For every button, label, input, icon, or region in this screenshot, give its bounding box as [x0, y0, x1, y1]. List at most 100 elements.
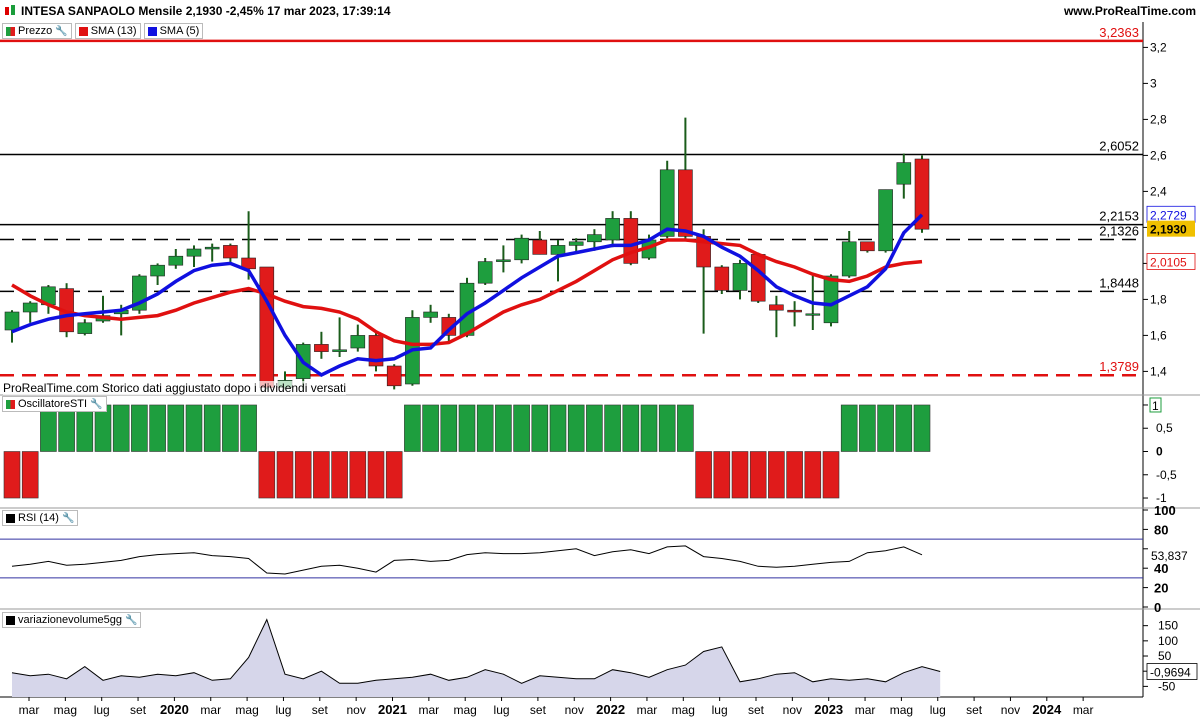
legend-volume[interactable]: variazionevolume5gg 🔧: [2, 612, 142, 628]
price-tick-label: 3,2: [1150, 40, 1167, 54]
volume-legend: variazionevolume5gg 🔧: [2, 612, 142, 628]
oscillator-swatch-icon: [6, 399, 15, 409]
candle-body: [22, 302, 38, 313]
oscillator-bar: [840, 404, 858, 452]
osc-last-badge: [1149, 397, 1162, 413]
legend-volume-label: variazionevolume5gg: [18, 614, 122, 626]
price-tick-label: 3: [1150, 76, 1157, 90]
oscillator-bar: [895, 404, 913, 452]
oscillator-bar: [440, 404, 458, 452]
wrench-icon[interactable]: 🔧: [124, 614, 138, 626]
oscillator-bar: [567, 404, 585, 452]
wrench-icon[interactable]: 🔧: [61, 512, 75, 524]
oscillator-bar: [822, 451, 840, 499]
candle-body: [623, 218, 639, 264]
sma5-swatch-icon: [147, 26, 157, 36]
candle-body: [223, 245, 238, 259]
oscillator-bar: [731, 451, 749, 499]
price-badge-label: 2,0105: [1150, 256, 1187, 270]
osc-tick-label: -0,5: [1156, 468, 1177, 482]
legend-oscillator[interactable]: OscillatoreSTI 🔧: [2, 396, 107, 412]
rsi-tick-label: 100: [1154, 503, 1176, 518]
x-tick-label: set: [530, 703, 547, 717]
x-tick-label: lug: [494, 703, 510, 717]
x-tick-label: mar: [200, 703, 221, 717]
website-link[interactable]: www.ProRealTime.com: [1063, 4, 1196, 18]
price-tick-label: 2,8: [1150, 112, 1167, 126]
osc-tick-label: 1: [1152, 399, 1159, 413]
data-adjustment-note: ProRealTime.com Storico dati aggiustato …: [3, 381, 347, 395]
x-tick-label: set: [312, 703, 329, 717]
price-tick-label: 1,4: [1150, 364, 1167, 378]
oscillator-bar: [531, 404, 549, 452]
candle-body: [477, 261, 493, 284]
x-tick-label: mag: [890, 703, 913, 717]
oscillator-bar: [112, 404, 130, 452]
rsi-last-label: 53,837: [1151, 549, 1188, 563]
x-tick-label: lug: [275, 703, 291, 717]
x-tick-label: mag: [235, 703, 258, 717]
x-tick-label: mag: [454, 703, 477, 717]
legend-sma13-label: SMA (13): [90, 25, 137, 37]
candle-body: [423, 311, 438, 318]
candle-body: [350, 335, 366, 349]
candle-body: [4, 311, 20, 331]
legend-rsi[interactable]: RSI (14) 🔧: [2, 510, 79, 526]
volume-swatch-icon: [6, 615, 15, 625]
rsi-tick-label: 20: [1154, 581, 1168, 596]
price-panel: 1,41,61,822,22,42,62,833,23,23632,60522,…: [0, 25, 1196, 390]
x-tick-label: set: [130, 703, 147, 717]
candle-body: [823, 275, 839, 324]
candle-body: [878, 189, 893, 252]
oscillator-bar: [604, 404, 621, 452]
candle-body: [550, 245, 566, 255]
wrench-icon[interactable]: 🔧: [90, 398, 103, 410]
oscillator-bar: [713, 451, 731, 499]
price-badge: [1147, 220, 1195, 237]
candle-body: [514, 237, 529, 261]
candle-body: [787, 309, 802, 313]
oscillator-bar: [677, 404, 694, 452]
level-label: 2,1326: [1099, 224, 1139, 239]
x-tick-label: nov: [1001, 703, 1020, 717]
candle-body: [441, 317, 457, 336]
volume-tick-label: 150: [1158, 619, 1178, 633]
volume-area: [12, 619, 941, 697]
volume-tick-label: -50: [1158, 679, 1176, 693]
candles: [4, 117, 930, 390]
candle-body: [150, 264, 165, 277]
legend-sma5[interactable]: SMA (5): [143, 23, 204, 39]
oscillator-bar: [404, 404, 421, 452]
wrench-icon[interactable]: 🔧: [55, 25, 68, 37]
candle-body: [368, 335, 384, 367]
x-tick-label: 2023: [814, 702, 843, 717]
x-tick-label: set: [966, 703, 983, 717]
rsi-legend: RSI (14) 🔧: [2, 510, 79, 526]
oscillator-bar: [513, 404, 530, 452]
level-label: 2,2153: [1099, 209, 1139, 224]
oscillator-bar: [276, 451, 294, 499]
oscillator-bar: [349, 451, 367, 499]
x-tick-label: nov: [783, 703, 802, 717]
price-legend: Prezzo 🔧 SMA (13) SMA (5): [2, 23, 204, 39]
sma5-line: [11, 213, 924, 378]
candle-body: [314, 344, 329, 352]
oscillator-bar: [222, 404, 239, 452]
legend-price[interactable]: Prezzo 🔧: [2, 23, 72, 39]
candle-body: [204, 246, 220, 250]
candle-body: [496, 259, 511, 262]
candle-body: [896, 162, 912, 185]
volume-last-badge: [1146, 663, 1198, 680]
oscillator-bar: [294, 451, 312, 499]
volume-tick-label: 100: [1158, 634, 1178, 648]
candle-body: [168, 255, 184, 266]
oscillator-bar: [131, 404, 148, 452]
legend-sma13[interactable]: SMA (13): [74, 23, 141, 39]
level-label: 1,3789: [1099, 359, 1139, 374]
candlestick-icon: [3, 5, 17, 17]
oscillator-bar: [240, 404, 257, 452]
candle-body: [732, 263, 748, 291]
candle-body: [332, 349, 347, 352]
oscillator-bar: [640, 404, 658, 452]
